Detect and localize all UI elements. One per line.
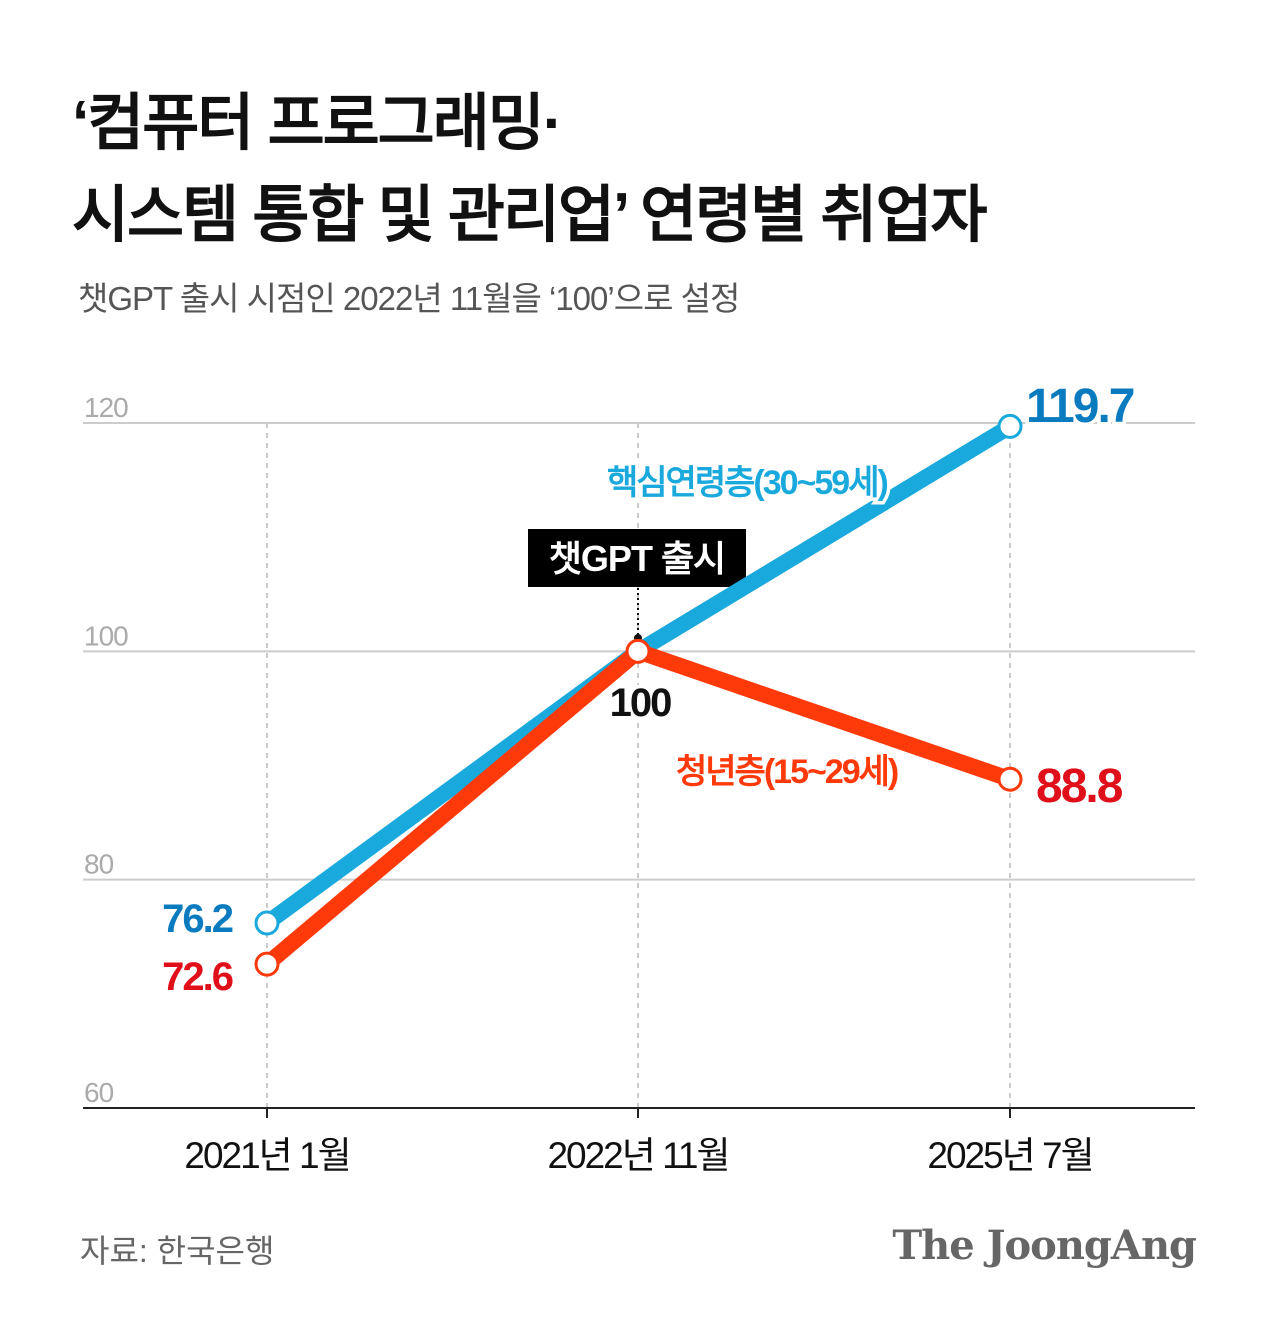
y-tick-label: 120 [84,392,128,423]
data-label: 76.2 [162,897,233,941]
data-point-marker [997,766,1023,792]
data-point-marker [254,910,280,936]
title-line-2: 시스템 통합 및 관리업’ 연령별 취업자 [72,181,988,250]
annotation-label: 챗GPT 출시 [549,538,725,579]
data-point-marker [997,413,1023,439]
data-label: 119.7 [1026,380,1134,433]
publisher-logo: The JoongAng [892,1222,1197,1269]
x-tick-label: 2022년 11월 [547,1135,728,1176]
source-note: 자료: 한국은행 [80,1233,275,1269]
y-tick-label: 80 [84,849,114,880]
data-label: 88.8 [1036,760,1123,813]
data-label: 72.6 [162,955,233,999]
chart-subtitle: 챗GPT 출시 시점인 2022년 11월을 ‘100’으로 설정 [78,280,740,317]
data-point-marker [254,951,280,977]
series-label-core-age: 핵심연령층(30~59세) [607,464,887,502]
annotation-box [528,529,746,587]
x-tick-label: 2025년 7월 [927,1135,1092,1176]
chart-title: ‘컴퓨터 프로그래밍· 시스템 통합 및 관리업’ 연령별 취업자 [72,78,988,262]
x-tick-label: 2021년 1월 [184,1135,349,1176]
title-line-1: ‘컴퓨터 프로그래밍· [72,89,563,158]
data-label: 100 [610,681,671,725]
series-label-youth: 청년층(15~29세) [676,753,898,791]
y-tick-label: 100 [84,620,128,651]
y-tick-label: 60 [84,1077,114,1108]
data-point-marker [625,638,651,664]
